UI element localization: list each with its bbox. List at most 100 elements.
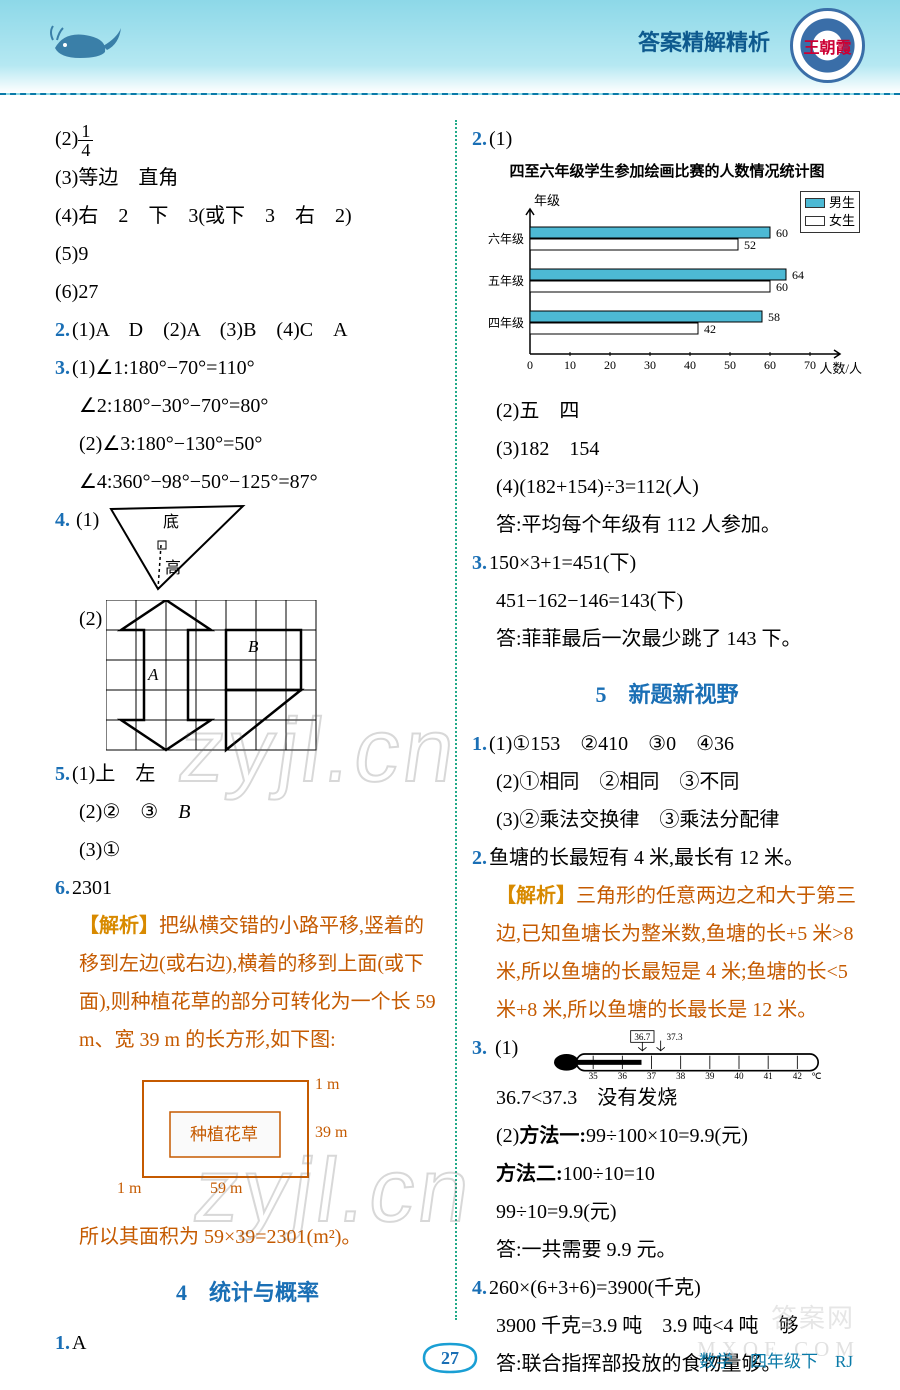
svg-text:30: 30: [644, 358, 656, 372]
svg-text:35: 35: [589, 1071, 599, 1079]
text: 鱼塘的长最短有 4 米,最长有 12 米。: [489, 847, 804, 869]
qnum: 3.: [472, 552, 487, 574]
line: (4)(182+154)÷3=112(人): [472, 468, 862, 506]
text: (2)② ③: [79, 801, 178, 823]
text: 150×3+1=451(下): [489, 552, 636, 574]
label: (2): [79, 600, 102, 638]
label: (2): [55, 128, 78, 150]
svg-text:41: 41: [764, 1071, 774, 1079]
text: 100÷10=10: [563, 1163, 655, 1185]
qnum: 2.: [55, 319, 70, 341]
triangle-diagram: 底 高: [103, 501, 253, 596]
page-header: 答案精解精析 王朝霞: [0, 0, 900, 95]
footer-text: 数学 四年级下 RJ: [699, 1347, 853, 1372]
svg-text:60: 60: [776, 280, 788, 294]
line: (3)182 154: [472, 430, 862, 468]
analysis-label: 【解析】: [79, 915, 159, 937]
line: (3)②乘法交换律 ③乘法分配律: [472, 801, 862, 839]
legend-label: 女生: [829, 212, 855, 230]
analysis-label: 【解析】: [496, 885, 576, 907]
qnum: 5.: [55, 763, 70, 785]
line: 451−162−146=143(下): [472, 582, 862, 620]
svg-text:五年级: 五年级: [488, 274, 524, 288]
line: 3.(1)∠1:180°−70°=110°: [55, 349, 440, 387]
qnum: 3.: [55, 357, 70, 379]
line: 2.(1): [472, 120, 862, 158]
q4-2-block: (2) A B: [55, 600, 440, 755]
text: A: [72, 1332, 86, 1354]
thermometer-diagram: 3536373839404142℃ 36.7 37.3: [524, 1029, 854, 1079]
legend-item: 男生: [805, 194, 855, 212]
text: (1)A D (2)A (3)B (4)C A: [72, 319, 348, 341]
svg-text:27: 27: [441, 1348, 459, 1368]
q3-block: 3.(1) 3536373839404142℃ 36.7 37.3: [472, 1029, 862, 1079]
whale-icon: [45, 18, 125, 68]
chart-legend: 男生 女生: [800, 191, 860, 233]
svg-text:1 m: 1 m: [117, 1180, 142, 1197]
svg-text:种植花草: 种植花草: [190, 1125, 258, 1144]
line: 方法二:100÷10=10: [472, 1155, 862, 1193]
line: (3)①: [55, 831, 440, 869]
line: (2)∠3:180°−130°=50°: [55, 425, 440, 463]
content-area: (2)14 (3)等边 直角 (4)右 2 下 3(或下 3 右 2) (5)9…: [0, 95, 900, 1383]
denominator: 4: [78, 141, 93, 159]
svg-text:70: 70: [804, 358, 816, 372]
line: ∠4:360°−98°−50°−125°=87°: [55, 463, 440, 501]
svg-text:39: 39: [706, 1071, 716, 1079]
analysis-block: 【解析】三角形的任意两边之和大于第三边,已知鱼塘长为整米数,鱼塘的长+5 米>8…: [472, 877, 862, 1029]
italic-text: B: [178, 801, 190, 823]
analysis-block: 【解析】把纵横交错的小路平移,竖着的移到左边(或右边),横着的移到上面(或下面)…: [55, 907, 440, 1059]
line: 答:菲菲最后一次最少跳了 143 下。: [472, 620, 862, 658]
svg-text:10: 10: [564, 358, 576, 372]
line: 3900 千克=3.9 吨 3.9 吨<4 吨 够: [472, 1307, 862, 1345]
svg-text:40: 40: [684, 358, 696, 372]
svg-text:52: 52: [744, 238, 756, 252]
text: 2301: [72, 877, 112, 899]
svg-text:0: 0: [527, 358, 533, 372]
fraction: 14: [78, 122, 93, 159]
qnum: 2.: [472, 847, 487, 869]
line: 5.(1)上 左: [55, 755, 440, 793]
line: ∠2:180°−30°−70°=80°: [55, 387, 440, 425]
svg-text:42: 42: [704, 322, 716, 336]
svg-text:36.7: 36.7: [635, 1032, 651, 1042]
line: (2)五 四: [472, 392, 862, 430]
text: 99÷100×10=9.9(元): [586, 1125, 748, 1147]
legend-item: 女生: [805, 212, 855, 230]
text: (1)∠1:180°−70°=110°: [72, 357, 255, 379]
svg-text:四年级: 四年级: [488, 316, 524, 330]
qnum: 2.: [472, 128, 487, 150]
qnum: 3.: [472, 1029, 487, 1067]
text: 260×(6+3+6)=3900(千克): [489, 1277, 701, 1299]
text: (1)①153 ②410 ③0 ④36: [489, 733, 734, 755]
q4-block: 4.(1) 底 高: [55, 501, 440, 596]
svg-text:℃: ℃: [812, 1071, 822, 1079]
line: 99÷10=9.9(元): [472, 1193, 862, 1231]
svg-text:60: 60: [776, 226, 788, 240]
brand-logo: 王朝霞: [790, 8, 865, 83]
qnum: 6.: [55, 877, 70, 899]
text: (1)上 左: [72, 763, 155, 785]
left-column: (2)14 (3)等边 直角 (4)右 2 下 3(或下 3 右 2) (5)9…: [55, 120, 440, 1383]
right-column: 2.(1) 四至六年级学生参加绘画比赛的人数情况统计图 男生 女生 年级 010…: [472, 120, 862, 1383]
x-axis-label: 人数/人: [819, 357, 862, 382]
line: (2)方法一:99÷100×10=9.9(元): [472, 1117, 862, 1155]
svg-text:60: 60: [764, 358, 776, 372]
tri-bottom-label: 底: [163, 513, 179, 531]
page-number-badge: 27: [422, 1340, 478, 1376]
legend-swatch: [805, 216, 825, 226]
svg-text:36: 36: [618, 1071, 628, 1079]
qnum: 1.: [472, 733, 487, 755]
svg-text:37: 37: [647, 1071, 657, 1079]
qnum: 4.: [55, 501, 70, 539]
svg-text:1 m: 1 m: [315, 1076, 340, 1093]
bold-text: 方法二:: [496, 1163, 563, 1185]
label: (1): [495, 1029, 518, 1067]
rect-diagram: 种植花草 1 m 39 m 1 m 59 m: [55, 1067, 440, 1210]
line: 36.7<37.3 没有发烧: [472, 1079, 862, 1117]
line: 4.260×(6+3+6)=3900(千克): [472, 1269, 862, 1307]
line: 1.(1)①153 ②410 ③0 ④36: [472, 725, 862, 763]
line: 6.2301: [55, 869, 440, 907]
line: (3)等边 直角: [55, 159, 440, 197]
numerator: 1: [78, 122, 93, 141]
